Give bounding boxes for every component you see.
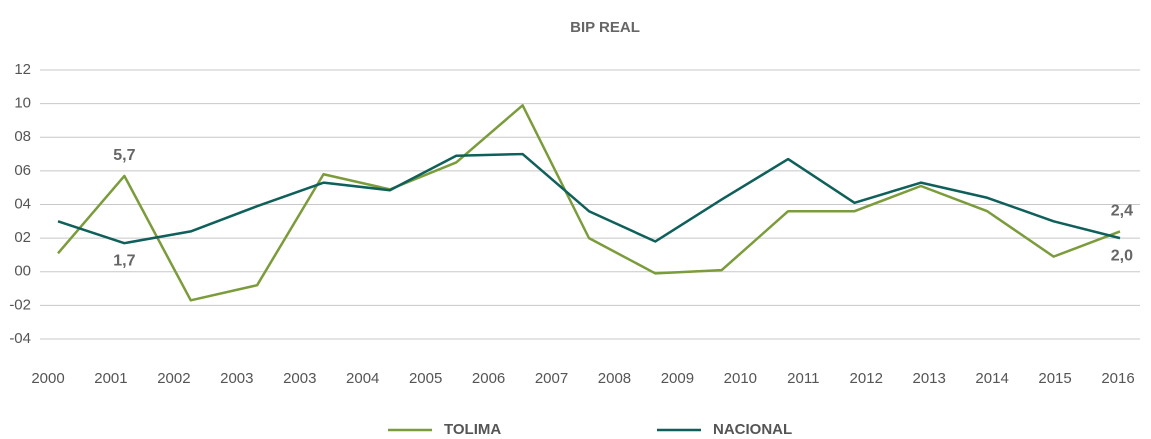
y-tick-label: 12: [14, 61, 31, 78]
x-tick-label: 2009: [661, 370, 694, 387]
x-tick-label: 2014: [975, 370, 1008, 387]
y-tick-label: 06: [14, 162, 31, 179]
x-tick-label: 2015: [1038, 370, 1071, 387]
x-tick-label: 2010: [724, 370, 757, 387]
y-tick-label: -04: [9, 330, 31, 347]
legend-label: NACIONAL: [713, 421, 792, 438]
x-tick-label: 2007: [535, 370, 568, 387]
y-tick-label: 02: [14, 229, 31, 246]
series-line: [57, 152, 1121, 245]
chart-title: BIP REAL: [570, 19, 640, 36]
x-tick-label: 2011: [787, 370, 819, 387]
x-tick-label: 2001: [94, 370, 127, 387]
x-tick-label: 2012: [850, 370, 883, 387]
x-tick-label: 2003: [283, 370, 316, 387]
x-tick-label: 2013: [912, 370, 945, 387]
x-tick-label: 2006: [472, 370, 505, 387]
legend-label: TOLIMA: [444, 421, 501, 438]
x-tick-label: 2005: [409, 370, 442, 387]
x-tick-label: 2008: [598, 370, 631, 387]
y-tick-label: 10: [14, 95, 31, 112]
data-label: 5,7: [113, 147, 135, 164]
x-tick-label: 2004: [346, 370, 379, 387]
y-tick-label: 04: [14, 195, 31, 212]
y-tick-label: -02: [9, 296, 31, 313]
data-label: 1,7: [113, 252, 135, 269]
x-tick-label: 2003: [220, 370, 253, 387]
x-tick-label: 2000: [31, 370, 64, 387]
y-tick-label: 00: [14, 263, 31, 280]
data-label: 2,0: [1111, 247, 1133, 264]
x-tick-label: 2016: [1101, 370, 1134, 387]
data-label: 2,4: [1111, 203, 1133, 220]
x-tick-label: 2002: [157, 370, 190, 387]
y-tick-label: 08: [14, 128, 31, 145]
series-line: [57, 104, 1121, 302]
